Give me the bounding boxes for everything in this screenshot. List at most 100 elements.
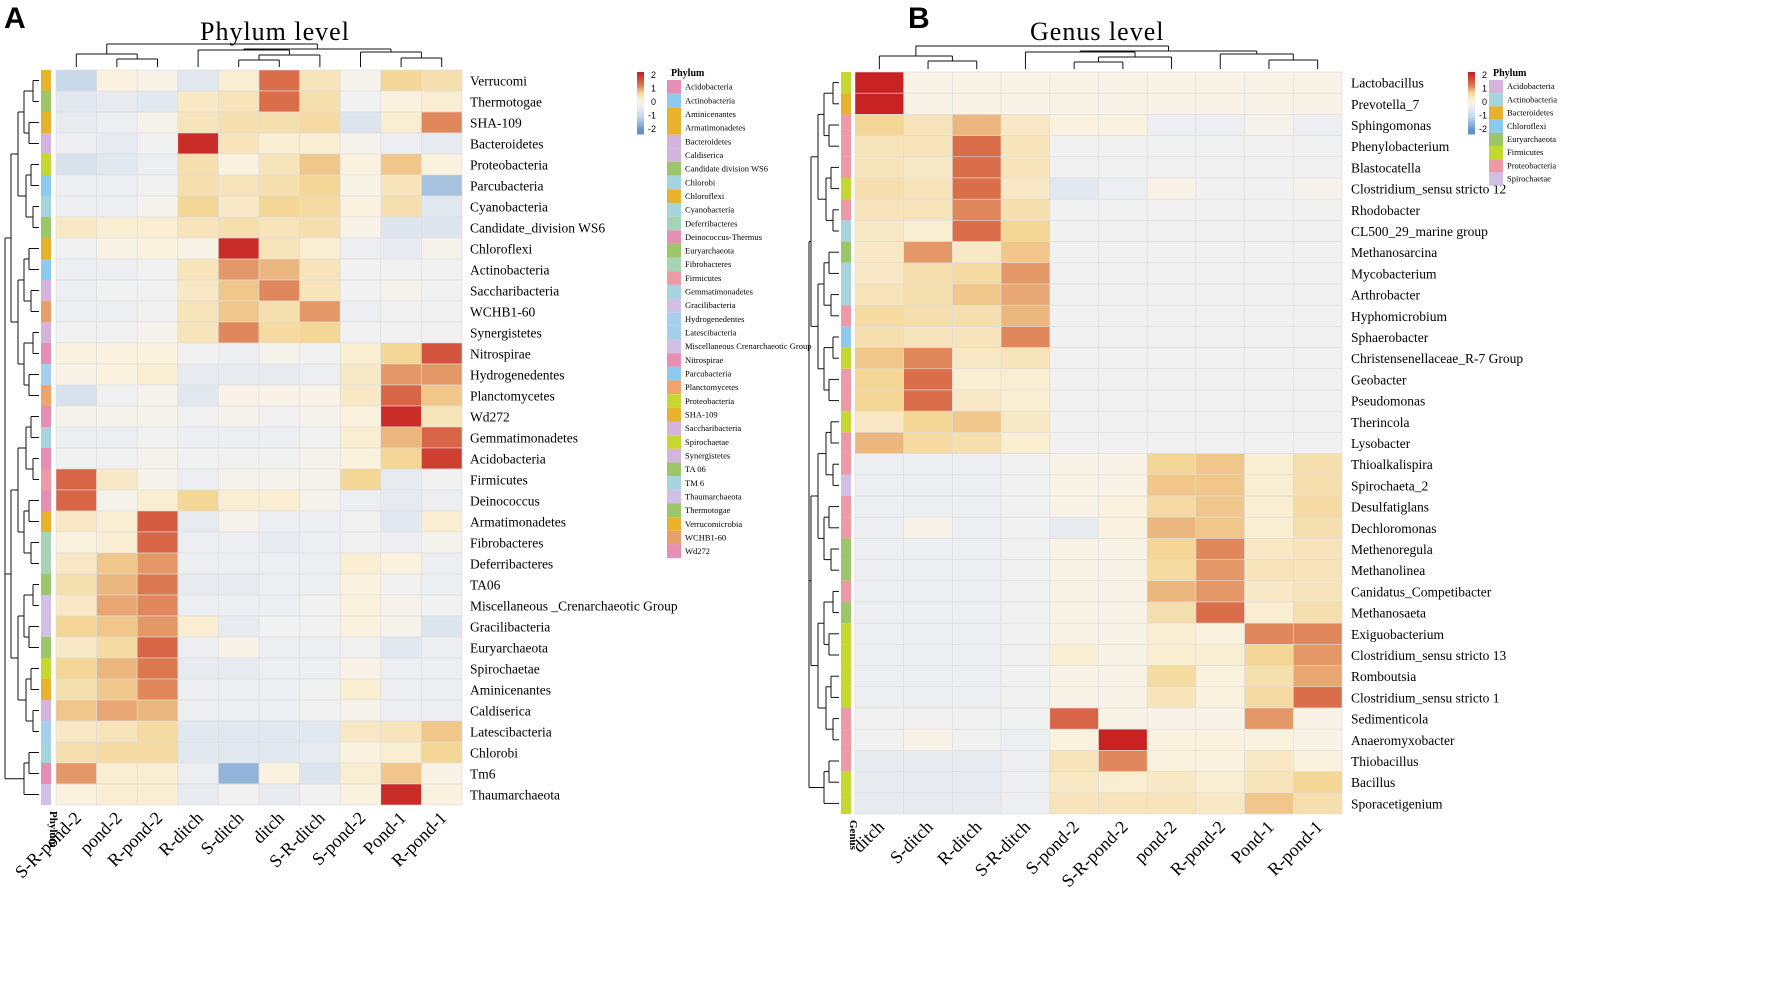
legend-swatch: [667, 407, 681, 422]
heatmap-cell: [177, 300, 219, 323]
heatmap-cell: [1098, 304, 1148, 327]
heatmap-cell: [136, 300, 179, 323]
heatmap-cell: [299, 132, 341, 155]
heatmap-cell: [339, 132, 382, 155]
group-color-cell: [841, 411, 851, 433]
heatmap-cell: [1195, 495, 1245, 518]
legend-label: Bacteroidetes: [1507, 108, 1553, 118]
heatmap-cell: [1293, 220, 1343, 242]
heatmap-cell: [380, 531, 422, 554]
heatmap-cell: [339, 426, 382, 449]
scale-swatch: [637, 122, 644, 125]
a-heatmap-cells: [55, 69, 463, 806]
a-row-labels: Verrucomi Thermotogae SHA-109 Bacteroidetes…: [470, 74, 678, 803]
heatmap-cell: [1244, 283, 1294, 306]
heatmap-cell: [258, 678, 300, 701]
heatmap-cell: [339, 258, 382, 281]
group-color-cell: [841, 326, 851, 348]
group-color-cell: [41, 196, 51, 217]
row-label: CL500_29_marine group: [1351, 224, 1488, 239]
row-label: Chlorobi: [470, 746, 518, 761]
heatmap-cell: [952, 728, 1002, 751]
heatmap-cell: [1049, 326, 1099, 348]
heatmap-cell: [380, 657, 422, 680]
legend-swatch: [1489, 80, 1503, 94]
heatmap-cell: [1146, 177, 1197, 200]
heatmap-cell: [1098, 792, 1148, 815]
heatmap-cell: [1146, 432, 1197, 454]
group-color-cell: [841, 178, 851, 200]
legend-label: Cyanobacteria: [685, 205, 734, 215]
heatmap-cell: [218, 678, 260, 701]
heatmap-cell: [1000, 580, 1051, 603]
group-color-cell: [841, 305, 851, 327]
legend-swatch: [667, 107, 681, 121]
scale-swatch: [1468, 76, 1475, 79]
legend-swatch: [667, 353, 681, 367]
heatmap-cell: [1244, 665, 1294, 688]
group-color-cell: [841, 771, 851, 793]
heatmap-cell: [952, 707, 1002, 730]
heatmap-cell: [258, 132, 300, 155]
heatmap-cell: [1244, 538, 1294, 560]
heatmap-cell: [55, 405, 97, 428]
row-label: Anaeromyxobacter: [1351, 733, 1455, 748]
heatmap-cell: [55, 384, 97, 407]
scale-swatch: [1468, 84, 1475, 87]
heatmap-cell: [1000, 601, 1051, 624]
heatmap-cell: [1000, 389, 1051, 412]
group-color-cell: [841, 602, 851, 624]
group-color-cell: [41, 154, 51, 175]
legend-swatch: [667, 448, 681, 463]
heatmap-cell: [1049, 283, 1099, 306]
heatmap-cell: [854, 326, 905, 348]
heatmap-cell: [952, 135, 1002, 158]
heatmap-cell: [136, 90, 179, 113]
group-color-cell: [841, 580, 851, 602]
row-label: Thaumarchaeota: [470, 788, 560, 803]
heatmap-cell: [854, 177, 905, 200]
heatmap-cell: [903, 347, 953, 370]
heatmap-cell: [339, 510, 382, 533]
group-color-cell: [841, 241, 851, 263]
row-label: Lysobacter: [1351, 436, 1411, 451]
heatmap-cell: [258, 531, 300, 554]
heatmap-cell: [380, 279, 422, 302]
legend-swatch: [667, 339, 681, 354]
scale-tick-label: 1: [1482, 84, 1487, 94]
row-label: Lactobacillus: [1351, 76, 1424, 91]
heatmap-cell: [1000, 538, 1051, 560]
row-label: Parcubacteria: [470, 179, 543, 194]
group-color-cell: [41, 511, 51, 532]
legend-label: Deinococcus-Thermus: [685, 232, 762, 242]
heatmap-cell: [1195, 580, 1245, 603]
heatmap-cell: [854, 410, 905, 433]
legend-swatch: [667, 476, 681, 490]
heatmap-cell: [1293, 326, 1343, 348]
heatmap-cell: [258, 720, 300, 743]
heatmap-cell: [952, 644, 1002, 666]
legend-title: Phylum: [671, 68, 705, 79]
group-color-cell: [41, 364, 51, 385]
heatmap-cell: [903, 198, 953, 221]
row-label: Bacillus: [1351, 775, 1395, 790]
heatmap-cell: [854, 114, 905, 136]
heatmap-cell: [55, 636, 97, 659]
heatmap-cell: [854, 750, 905, 772]
heatmap-cell: [903, 114, 953, 136]
heatmap-cell: [854, 304, 905, 327]
heatmap-cell: [1000, 453, 1051, 476]
heatmap-cell: [1098, 347, 1148, 370]
group-color-cell: [41, 112, 51, 133]
row-label: Methanosarcina: [1351, 245, 1437, 260]
heatmap-cell: [421, 90, 463, 113]
legend-label: Gemmatimonadetes: [685, 287, 753, 297]
row-label: Candidate_division WS6: [470, 221, 605, 236]
heatmap-cell: [1244, 559, 1294, 582]
heatmap-cell: [258, 258, 300, 281]
heatmap-cell: [55, 279, 97, 302]
heatmap-cell: [903, 304, 953, 327]
heatmap-cell: [55, 657, 97, 680]
heatmap-cell: [1049, 241, 1099, 264]
heatmap-cell: [258, 468, 300, 491]
